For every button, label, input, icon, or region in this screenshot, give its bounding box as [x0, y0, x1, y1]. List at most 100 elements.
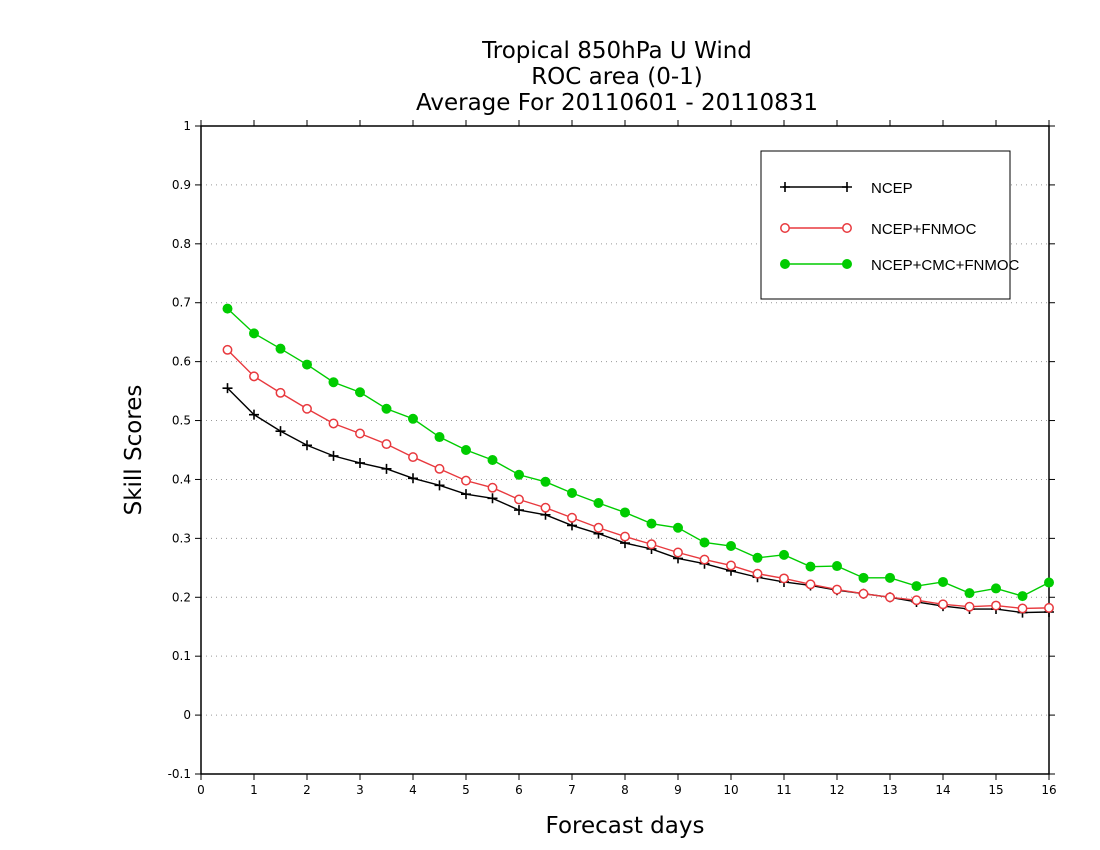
data-point	[328, 418, 339, 429]
data-point	[355, 387, 365, 398]
data-point	[355, 428, 365, 439]
legend-entry: NCEP+FNMOC	[780, 221, 977, 238]
data-point	[249, 409, 259, 420]
data-point	[646, 518, 657, 529]
x-tick-label: 4	[409, 783, 417, 797]
legend-entry: NCEP	[780, 180, 913, 197]
data-point	[593, 498, 604, 509]
x-tick-label: 11	[776, 783, 791, 797]
axis-ticks	[195, 120, 1055, 780]
data-point	[514, 505, 524, 516]
data-point	[805, 561, 816, 572]
data-point	[275, 343, 286, 354]
data-point	[355, 457, 365, 468]
x-tick-label: 12	[829, 783, 844, 797]
chart-title-line-2: ROC area (0-1)	[531, 64, 703, 90]
data-point	[487, 455, 498, 466]
data-point	[567, 488, 577, 499]
data-point	[381, 439, 392, 450]
data-point	[593, 522, 604, 533]
legend-marker	[780, 259, 790, 269]
data-point	[832, 584, 842, 595]
data-point	[381, 403, 392, 414]
series-line	[227, 308, 1050, 597]
data-point	[726, 541, 736, 552]
data-point	[964, 601, 975, 612]
data-point	[726, 560, 736, 571]
data-point	[487, 482, 498, 493]
data-point	[779, 549, 789, 560]
data-point	[302, 440, 312, 451]
data-point	[991, 583, 1001, 594]
y-axis-label: Skill Scores	[121, 385, 147, 516]
data-point	[434, 463, 445, 474]
data-point	[461, 475, 471, 486]
data-point	[567, 512, 577, 523]
y-tick-label: 0	[183, 708, 191, 722]
legend-label: NCEP+FNMOC	[871, 221, 977, 238]
data-point	[408, 452, 418, 463]
data-point	[832, 561, 842, 572]
x-tick-label: 9	[674, 783, 682, 797]
x-tick-label: 1	[250, 783, 258, 797]
data-point	[620, 531, 630, 542]
data-point	[328, 377, 339, 388]
data-point	[408, 413, 418, 424]
data-point	[514, 494, 524, 505]
data-point	[752, 568, 763, 579]
data-point	[275, 426, 286, 437]
data-point	[752, 552, 763, 563]
data-point	[275, 387, 286, 398]
x-tick-label: 8	[621, 783, 629, 797]
data-point	[1044, 602, 1054, 613]
y-tick-label: 0.9	[172, 178, 191, 192]
series-line	[227, 387, 1050, 614]
x-tick-label: 5	[462, 783, 470, 797]
legend-box	[760, 150, 1011, 300]
data-point	[1017, 591, 1028, 602]
y-tick-label: 0.8	[172, 237, 191, 251]
series-ncep-cmc-fnmoc	[222, 303, 1054, 602]
legend-entry: NCEP+CMC+FNMOC	[780, 257, 1020, 274]
data-point	[673, 547, 683, 558]
chart-title-line-1: Tropical 850hPa U Wind	[481, 38, 752, 64]
x-axis-label: Forecast days	[546, 813, 705, 839]
data-point	[328, 450, 339, 461]
data-point	[858, 572, 869, 583]
legend-marker	[780, 223, 790, 233]
y-tick-label: 0.3	[172, 531, 191, 545]
y-tick-label: -0.1	[168, 767, 191, 781]
series-ncep	[222, 383, 1054, 618]
data-point	[540, 502, 551, 513]
x-tick-label: 0	[197, 783, 205, 797]
y-tick-label: 0.4	[172, 472, 191, 486]
legend-marker	[780, 182, 790, 192]
data-point	[911, 595, 922, 606]
data-point	[222, 344, 233, 355]
chart-title-line-3: Average For 20110601 - 20110831	[416, 90, 818, 116]
data-point	[434, 480, 445, 491]
legend-label: NCEP	[871, 180, 913, 197]
data-point	[408, 473, 418, 484]
data-point	[1044, 577, 1054, 588]
data-point	[938, 576, 948, 587]
y-tick-label: 0.1	[172, 649, 191, 663]
data-point	[302, 403, 312, 414]
data-point	[858, 588, 869, 599]
x-tick-label: 13	[882, 783, 897, 797]
data-point	[699, 554, 710, 565]
y-tick-label: 0.6	[172, 355, 191, 369]
data-point	[885, 572, 895, 583]
data-point	[938, 599, 948, 610]
data-point	[911, 581, 922, 592]
legend-marker	[842, 223, 852, 233]
x-tick-label: 10	[723, 783, 738, 797]
data-point	[673, 522, 683, 533]
legend-marker	[842, 182, 852, 192]
x-tick-label: 15	[988, 783, 1003, 797]
data-point	[1017, 603, 1028, 614]
data-point	[249, 328, 259, 339]
axis-tick-labels: -0.100.10.20.30.40.50.60.70.80.910 1 2 3 4 5 6…	[168, 119, 1057, 797]
x-tick-label: 16	[1041, 783, 1056, 797]
